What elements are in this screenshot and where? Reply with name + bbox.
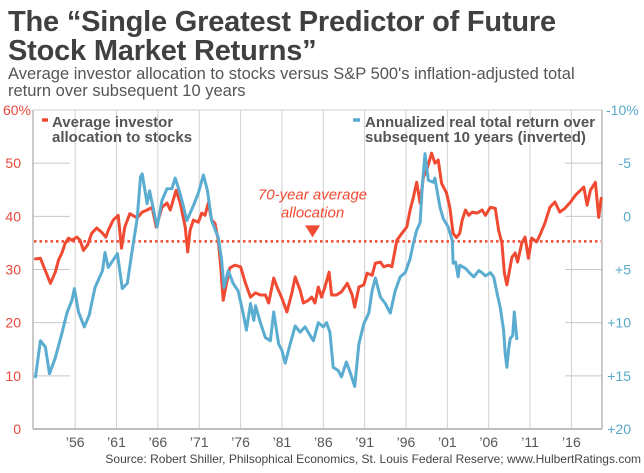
y-tick-label-left: 50 xyxy=(5,155,21,171)
annotation-label-line-2: allocation xyxy=(281,204,344,221)
axes xyxy=(32,109,603,430)
y-tick-label-right: -10% xyxy=(606,102,639,118)
x-tick-label: ’56 xyxy=(66,434,85,450)
legend-label-allocation-line-1: Average investor xyxy=(52,114,173,131)
x-tick-label: ’06 xyxy=(479,434,498,450)
x-tick-label: ’81 xyxy=(273,434,292,450)
legend-label-return-line-1: Annualized real total return over xyxy=(365,114,595,131)
x-tick-label: ’76 xyxy=(231,434,250,450)
y-tick-label-right: 0 xyxy=(623,208,631,224)
chart-subtitle-line-2: return over subsequent 10 years xyxy=(8,82,246,100)
legend-label-allocation-line-2: allocation to stocks xyxy=(52,129,192,146)
y-tick-label-left: 0 xyxy=(13,421,21,437)
chart-subtitle: Average investor allocation to stocks ve… xyxy=(8,66,575,100)
annotation-label-line-1: 70-year average xyxy=(258,186,367,203)
chart-subtitle-line-1: Average investor allocation to stocks ve… xyxy=(8,65,575,83)
tick-labels: ’56 ’61 ’66 ’71 ’76 ’81 ’86 ’91 ’96 ’01 ’06 ’11 ’16 6… xyxy=(3,102,639,450)
x-tick-label: ’11 xyxy=(521,434,539,450)
x-tick-label: ’96 xyxy=(397,434,416,450)
x-tick-label: ’61 xyxy=(107,434,126,450)
y-tick-label-left: 60% xyxy=(3,102,31,118)
x-tick-label: ’66 xyxy=(149,434,168,450)
chart-title-line-1: The “Single Greatest Predictor of Future xyxy=(8,6,556,38)
x-tick-label: ’86 xyxy=(314,434,333,450)
series-group xyxy=(34,151,603,388)
y-tick-label-right: +10 xyxy=(607,315,631,331)
chart-title: The “Single Greatest Predictor of Future… xyxy=(8,8,556,66)
y-tick-label-right: +15 xyxy=(607,368,631,384)
y-tick-label-right: +5 xyxy=(615,262,631,278)
series-line-return xyxy=(34,152,519,388)
chart-title-line-2: Stock Market Returns” xyxy=(8,35,317,67)
x-tick-label: ’16 xyxy=(562,434,581,450)
x-tick-label: ’01 xyxy=(438,434,457,450)
series-line-allocation xyxy=(34,151,603,314)
x-tick-label: ’91 xyxy=(355,434,374,450)
y-tick-label-left: 40 xyxy=(5,208,21,224)
legend-item-return: Annualized real total return over subseq… xyxy=(353,114,595,146)
annotation-down-triangle-icon xyxy=(305,225,321,238)
y-tick-label-left: 30 xyxy=(5,262,21,278)
y-tick-label-right: -5 xyxy=(619,155,632,171)
legend: Average investor allocation to stocks An… xyxy=(42,114,595,146)
y-tick-label-left: 10 xyxy=(5,368,21,384)
source-note: Source: Robert Shiller, Philsophical Eco… xyxy=(105,452,641,466)
x-tick-label: ’71 xyxy=(190,434,209,450)
legend-item-allocation: Average investor allocation to stocks xyxy=(42,114,192,146)
legend-label-return-line-2: subsequent 10 years (inverted) xyxy=(365,129,586,146)
y-tick-label-right: +20 xyxy=(607,421,631,437)
y-tick-label-left: 20 xyxy=(5,315,21,331)
